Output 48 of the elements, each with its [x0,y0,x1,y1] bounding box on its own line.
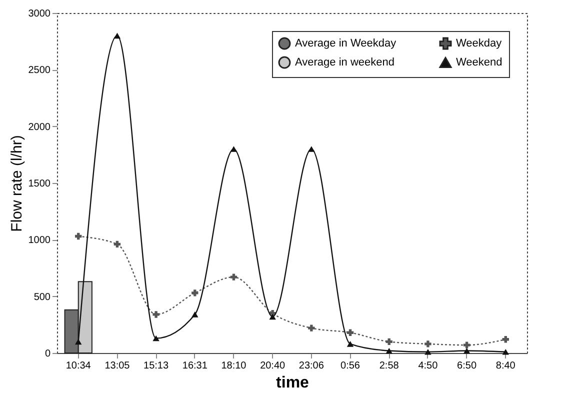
y-axis-title: Flow rate (l/hr) [8,135,26,232]
point [308,324,315,332]
y-tick-label: 1000 [28,235,51,246]
point [269,314,276,320]
x-tick-label: 8:40 [496,360,516,372]
point [75,232,82,240]
x-tick-label: 0:56 [340,360,360,372]
x-tick-label: 15:13 [144,360,169,372]
y-tick-label: 500 [34,292,51,303]
point [386,348,392,354]
point [114,240,121,248]
x-tick-label: 4:50 [418,360,438,372]
point [230,274,238,280]
point [424,348,432,355]
point [386,338,392,346]
x-tick-label: 23:06 [298,360,324,372]
point [152,311,160,318]
legend-label: Average in weekend [295,56,394,68]
point [502,348,509,355]
point [75,338,82,345]
x-tick-label: 13:05 [104,360,130,372]
point [308,146,315,152]
point [346,341,354,347]
y-tick-label: 2000 [28,122,51,133]
point [463,342,470,348]
y-tick-label: 3000 [28,8,51,20]
x-tick-label: 18:10 [221,360,247,372]
point [114,32,121,39]
point [192,290,198,296]
point [230,146,238,152]
y-tick-label: 1500 [28,178,51,190]
y-tick-label: 0 [44,348,51,360]
x-tick-label: 20:40 [260,360,286,372]
x-tick-label: 16:31 [182,360,208,372]
x-tick-label: 10:34 [66,360,92,372]
legend-label: Average in Weekday [295,38,397,50]
x-tick-label: 2:58 [379,360,400,372]
point [346,329,354,336]
point [502,336,509,343]
y-tick-label: 2500 [28,65,51,76]
legend-label: Weekend [456,56,502,68]
point [192,312,198,318]
point [463,348,470,354]
legend-label: Weekday [456,38,502,50]
point [424,340,432,348]
point [152,335,160,342]
x-axis-title: time [276,374,310,392]
x-tick-label: 6:50 [457,360,477,372]
